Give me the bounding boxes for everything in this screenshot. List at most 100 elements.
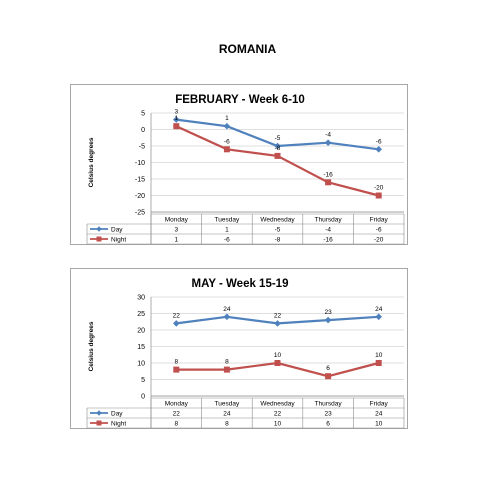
may-x-tick-label: Friday	[370, 401, 389, 408]
feb-y-tick-label: 0	[141, 127, 145, 134]
feb-series-day-data-label: 3	[174, 109, 178, 116]
feb-series-night-data-label: -20	[374, 185, 384, 192]
feb-series-day-point	[223, 122, 231, 130]
feb-series-night-data-label: -6	[224, 138, 230, 145]
feb-y-tick-label: -10	[135, 160, 145, 167]
feb-series-night-table-value: -16	[323, 237, 333, 244]
may-series-night-point	[173, 366, 180, 373]
may-series-night-data-label: 10	[375, 352, 383, 359]
may-y-tick-label: 15	[137, 344, 145, 351]
feb-series-day-data-label: -6	[376, 138, 382, 145]
may-series-night-legend-label: Night	[111, 421, 126, 428]
may-series-night-table-value: 10	[274, 421, 282, 428]
feb-series-day-table-value: -6	[376, 227, 382, 234]
chart-february: FEBRUARY - Week 6-10 Celsius degrees 5 0 -5 -…	[70, 84, 408, 245]
feb-series-night-table-value: -8	[275, 237, 281, 244]
may-series-night-table-value: 10	[375, 421, 383, 428]
feb-y-tick-label: 5	[141, 111, 145, 118]
feb-series-night-point	[223, 146, 230, 153]
may-series-day-table-value: 22	[173, 411, 181, 418]
feb-x-tick-label: Monday	[165, 217, 189, 224]
feb-series-night-point	[375, 192, 382, 199]
feb-y-tick-label: -20	[135, 193, 145, 200]
feb-series-night-point	[173, 123, 180, 130]
feb-y-tick-label: -15	[135, 177, 145, 184]
may-series-day-data-label: 22	[274, 312, 282, 319]
feb-series-night-point	[274, 152, 281, 159]
may-series-night-data-label: 10	[274, 352, 282, 359]
may-series-day-legend-label: Day	[111, 411, 123, 418]
may-y-tick-label: 20	[137, 328, 145, 335]
feb-series-night-table-value: -6	[224, 237, 230, 244]
may-series-night-point	[325, 373, 332, 380]
may-series-day-table-value: 22	[274, 411, 282, 418]
may-series-day-data-label: 23	[324, 309, 332, 316]
feb-chart-title: FEBRUARY - Week 6-10	[175, 94, 305, 106]
may-series-day-data-label: 24	[223, 306, 231, 313]
feb-series-day-data-label: -5	[275, 135, 281, 142]
may-series-night-table-value: 8	[225, 421, 229, 428]
may-x-tick-label: Tuesday	[215, 401, 240, 408]
may-y-tick-label: 25	[137, 311, 145, 318]
chart-may-svg: MAY - Week 15-19 Celsius degrees 30 25 20 15 1…	[86, 278, 405, 429]
feb-series-night-legend-label: Night	[111, 237, 126, 244]
feb-y-tick-label: -25	[135, 210, 145, 217]
feb-series-night-point	[325, 179, 332, 186]
feb-series-night-table-value: 1	[174, 237, 178, 244]
may-x-tick-label: Monday	[165, 401, 189, 408]
may-series-day-table-value: 24	[223, 411, 231, 418]
may-series-night-legend-marker	[96, 420, 102, 426]
feb-x-tick-label: Friday	[370, 217, 389, 224]
feb-series-night-legend-marker	[96, 236, 102, 242]
feb-x-tick-label: Wednesday	[260, 217, 295, 224]
may-series-night-point	[375, 360, 382, 366]
feb-series-day-table-value: -5	[275, 227, 281, 234]
feb-series-day-legend-marker	[96, 226, 102, 232]
feb-series-day-point	[324, 139, 332, 146]
may-series-night-point	[223, 366, 230, 373]
feb-series-day-data-label: 1	[225, 115, 229, 122]
feb-x-tick-label: Tuesday	[215, 217, 240, 224]
feb-series-night-table-value: -20	[374, 237, 384, 244]
may-series-day-data-label: 22	[173, 312, 181, 319]
may-series-day-table-value: 24	[375, 411, 383, 418]
may-series-day-data-label: 24	[375, 306, 383, 313]
feb-y-axis-label: Celsius degrees	[88, 137, 95, 187]
may-x-tick-label: Wednesday	[260, 401, 295, 408]
may-y-tick-label: 5	[141, 377, 145, 384]
may-series-night-data-label: 8	[174, 359, 178, 366]
may-series-night-table-value: 8	[174, 421, 178, 428]
feb-series-day-table-value: -4	[325, 227, 331, 234]
feb-x-tick-label: Thursday	[315, 217, 343, 224]
may-series-day-point	[375, 313, 382, 321]
feb-series-day-data-label: -4	[325, 132, 331, 139]
may-series-day-point	[173, 320, 180, 327]
may-x-tick-label: Thursday	[315, 401, 343, 408]
may-chart-title: MAY - Week 15-19	[192, 278, 289, 290]
may-series-night-data-label: 6	[326, 365, 330, 372]
feb-series-day-point	[274, 142, 281, 150]
feb-series-day-point	[375, 146, 382, 153]
may-series-day-point	[223, 313, 231, 321]
feb-series-night-data-label: -8	[275, 145, 281, 152]
may-y-tick-label: 10	[137, 361, 145, 368]
chart-february-svg: FEBRUARY - Week 6-10 Celsius degrees 5 0 -5 -…	[86, 94, 405, 245]
feb-y-tick-label: -5	[139, 144, 145, 151]
may-series-day-table-value: 23	[324, 411, 332, 418]
may-y-axis-label: Celsius degrees	[88, 321, 95, 371]
may-series-day-point	[274, 320, 281, 327]
may-series-day-legend-marker	[96, 410, 102, 416]
feb-series-day-legend-label: Day	[111, 227, 123, 234]
may-series-night-table-value: 6	[326, 421, 330, 428]
feb-series-night-data-label: -16	[323, 171, 333, 178]
feb-series-day-table-value: 1	[225, 227, 229, 234]
may-y-tick-label: 0	[141, 394, 145, 401]
may-series-day-point	[324, 316, 332, 324]
may-series-night-data-label: 8	[225, 359, 229, 366]
may-y-tick-label: 30	[137, 295, 145, 302]
feb-series-night-data-label: 1	[174, 115, 178, 122]
may-series-night-point	[274, 360, 281, 366]
feb-series-day-table-value: 3	[174, 227, 178, 234]
chart-may: MAY - Week 15-19 Celsius degrees 30 25 20 15 1…	[70, 268, 408, 429]
page-title: ROMANIA	[218, 42, 277, 56]
